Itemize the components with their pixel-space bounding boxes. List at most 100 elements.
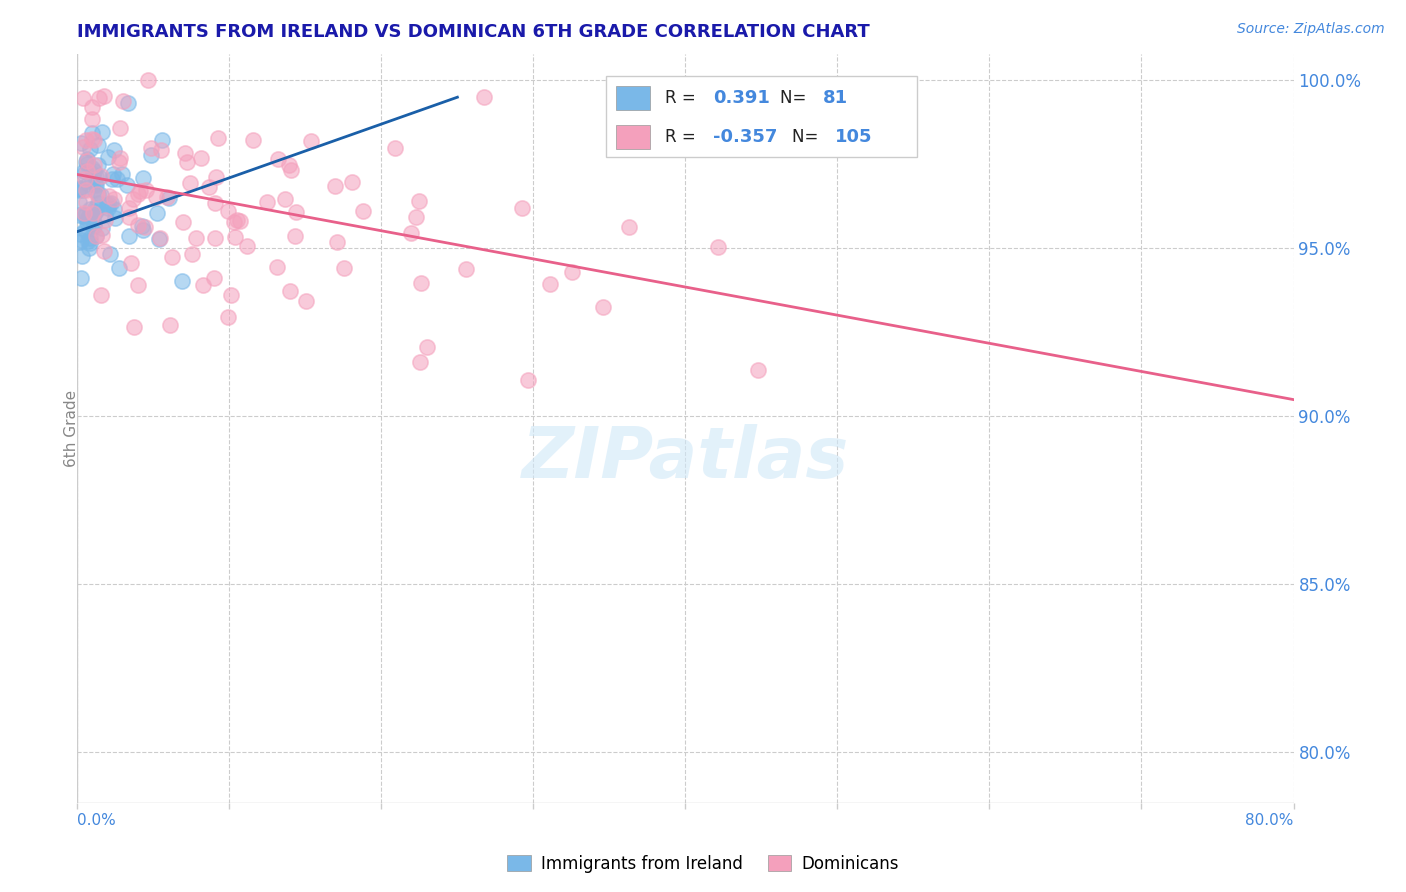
Text: IMMIGRANTS FROM IRELAND VS DOMINICAN 6TH GRADE CORRELATION CHART: IMMIGRANTS FROM IRELAND VS DOMINICAN 6TH… [77, 23, 870, 41]
Point [86, 195, 108, 210]
Point [134, 220, 156, 235]
Point [176, 154, 198, 169]
Point [401, 226, 423, 240]
Point [82, 161, 104, 175]
Point [299, 134, 322, 148]
Point [90, 220, 112, 235]
Point [86, 186, 108, 201]
Point [72, 167, 94, 181]
Point [83, 201, 105, 215]
FancyBboxPatch shape [606, 76, 917, 157]
Point [145, 206, 167, 220]
Text: 80.0%: 80.0% [1246, 813, 1294, 828]
Point [97, 202, 120, 216]
Point [267, 153, 290, 167]
Point [75, 208, 97, 222]
Point [77, 208, 100, 222]
Point [274, 192, 297, 206]
Point [202, 270, 225, 285]
Point [76, 164, 98, 178]
Point [204, 196, 226, 211]
Text: -0.357: -0.357 [713, 128, 778, 146]
Point [278, 158, 301, 172]
Text: 81: 81 [823, 89, 848, 107]
Point [82, 211, 104, 225]
Point [93, 244, 115, 258]
Point [82, 167, 104, 181]
Point [139, 148, 162, 162]
Point [80, 100, 103, 114]
Point [105, 172, 128, 186]
Point [83, 133, 105, 147]
Point [285, 205, 308, 219]
Point [77, 241, 100, 255]
Point [67, 194, 90, 209]
Point [89, 91, 111, 105]
Point [83, 216, 105, 230]
Point [72, 91, 94, 105]
Point [83, 219, 105, 234]
Point [517, 373, 540, 387]
Point [67, 182, 90, 196]
Point [101, 172, 124, 186]
Point [561, 265, 583, 279]
Point [205, 170, 228, 185]
Point [256, 194, 278, 209]
Point [156, 189, 179, 203]
Point [191, 278, 214, 293]
Point [72, 140, 94, 154]
Point [108, 121, 131, 136]
Point [111, 167, 134, 181]
Point [278, 284, 301, 298]
Point [84, 229, 107, 244]
Text: ZIPatlas: ZIPatlas [522, 424, 849, 492]
Point [111, 94, 134, 108]
Point [90, 288, 112, 302]
Point [86, 158, 108, 172]
Point [135, 183, 157, 197]
Point [90, 188, 112, 202]
Point [83, 183, 105, 197]
Point [83, 164, 105, 178]
Point [108, 154, 131, 169]
Point [226, 212, 249, 227]
Point [224, 230, 246, 244]
Point [132, 170, 155, 185]
Point [219, 288, 242, 302]
Point [84, 169, 107, 184]
Point [592, 300, 614, 314]
Point [157, 191, 180, 205]
Point [70, 136, 93, 150]
Point [67, 208, 90, 222]
Text: 105: 105 [835, 128, 873, 146]
Point [136, 73, 159, 87]
Point [75, 133, 97, 147]
Point [325, 178, 347, 193]
Point [83, 158, 105, 172]
Point [340, 175, 363, 189]
Point [84, 204, 107, 219]
Point [87, 138, 110, 153]
Point [405, 211, 427, 225]
Point [118, 201, 141, 215]
Point [82, 132, 104, 146]
Point [97, 196, 120, 211]
Point [90, 169, 112, 184]
Point [86, 187, 108, 202]
Point [181, 246, 204, 260]
Point [127, 277, 149, 292]
Point [409, 355, 432, 369]
Point [352, 204, 374, 219]
Point [101, 167, 124, 181]
Point [96, 198, 118, 212]
Point [115, 178, 138, 192]
Point [75, 155, 97, 169]
Point [159, 318, 181, 332]
Point [295, 293, 318, 308]
Point [79, 235, 101, 250]
Point [103, 202, 125, 216]
Point [69, 235, 91, 250]
Legend: Immigrants from Ireland, Dominicans: Immigrants from Ireland, Dominicans [501, 848, 905, 880]
Point [149, 231, 172, 245]
Point [90, 228, 112, 243]
